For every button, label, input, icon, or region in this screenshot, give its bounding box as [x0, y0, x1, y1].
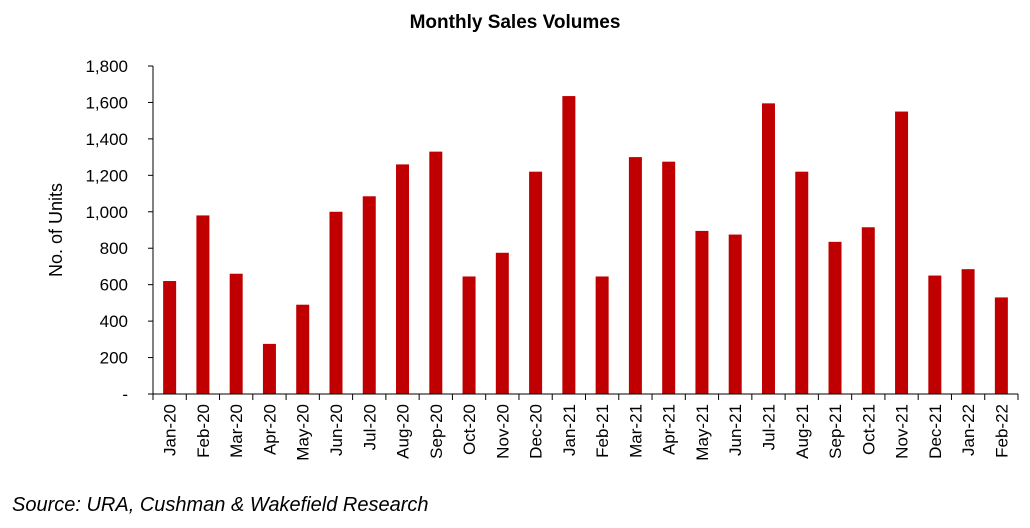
bar — [562, 96, 576, 395]
x-tick-label: Jan-20 — [161, 404, 180, 456]
x-tick-label: Mar-21 — [626, 404, 645, 458]
x-tick-label: Mar-20 — [227, 404, 246, 458]
x-tick-label: May-20 — [294, 404, 313, 461]
y-tick-label: 1,000 — [85, 203, 128, 222]
x-tick-label: Sep-21 — [826, 404, 845, 459]
bar — [895, 111, 909, 395]
x-tick-label: Jun-21 — [726, 404, 745, 456]
x-tick-label: May-21 — [693, 404, 712, 461]
y-tick-label: 1,200 — [85, 166, 128, 185]
y-tick-label: 600 — [100, 276, 128, 295]
y-tick-label: 200 — [100, 349, 128, 368]
bar — [429, 151, 443, 394]
bar — [163, 281, 177, 394]
y-tick-label: 400 — [100, 312, 128, 331]
bar-chart: - 200 400 600 800 1,000 1,200 1,400 1,600 1,800 Ja… — [46, 57, 1019, 461]
bar — [396, 164, 410, 394]
bar — [728, 234, 742, 394]
bar — [662, 161, 676, 394]
x-tick-label: Jun-20 — [327, 404, 346, 456]
x-tick-label: Jul-20 — [360, 404, 379, 450]
x-tick-label: Aug-20 — [394, 404, 413, 459]
x-tick-label: Feb-21 — [593, 404, 612, 458]
bar — [462, 276, 476, 394]
y-tick-label: 1,800 — [85, 57, 128, 76]
bar — [961, 269, 975, 394]
bar — [695, 230, 709, 394]
x-tick-label: Nov-20 — [493, 404, 512, 459]
chart-title: Monthly Sales Volumes — [409, 12, 621, 33]
bar — [296, 304, 310, 394]
bar — [529, 171, 543, 394]
x-tick-label: Dec-21 — [926, 404, 945, 459]
bar — [362, 196, 376, 394]
bar — [795, 171, 809, 394]
bar — [928, 275, 942, 394]
x-tick-label: Aug-21 — [793, 404, 812, 459]
y-tick-label: 800 — [100, 239, 128, 258]
bar — [595, 276, 609, 394]
x-tick-label: Dec-20 — [527, 404, 546, 459]
x-tick-label: Jan-22 — [959, 404, 978, 456]
source-note: Source: URA, Cushman & Wakefield Researc… — [12, 494, 429, 516]
plot-area: - 200 400 600 800 1,000 1,200 1,400 1,600 1,800 Ja… — [46, 57, 1019, 461]
y-axis-title: No. of Units — [46, 183, 66, 277]
bar — [628, 157, 642, 394]
x-tick-label: Feb-22 — [992, 404, 1011, 458]
y-tick-label: - — [122, 385, 128, 404]
x-tick-label: Nov-21 — [893, 404, 912, 459]
x-tick-label: Apr-20 — [260, 404, 279, 455]
x-tick-label: Jan-21 — [560, 404, 579, 456]
bar — [196, 215, 210, 394]
x-tick-label: Oct-21 — [859, 404, 878, 455]
bar — [861, 227, 875, 394]
bar — [229, 273, 243, 394]
x-tick-label: Jul-21 — [759, 404, 778, 450]
bar — [761, 103, 775, 394]
y-tick-label: 1,400 — [85, 130, 128, 149]
x-tick-label: Sep-20 — [427, 404, 446, 459]
bar — [495, 252, 509, 394]
x-tick-label: Oct-20 — [460, 404, 479, 455]
bar — [262, 343, 276, 394]
x-tick-label: Feb-20 — [194, 404, 213, 458]
bar — [828, 241, 842, 394]
bar — [329, 211, 343, 394]
bar — [994, 297, 1008, 394]
x-tick-label: Apr-21 — [660, 404, 679, 455]
y-tick-label: 1,600 — [85, 93, 128, 112]
